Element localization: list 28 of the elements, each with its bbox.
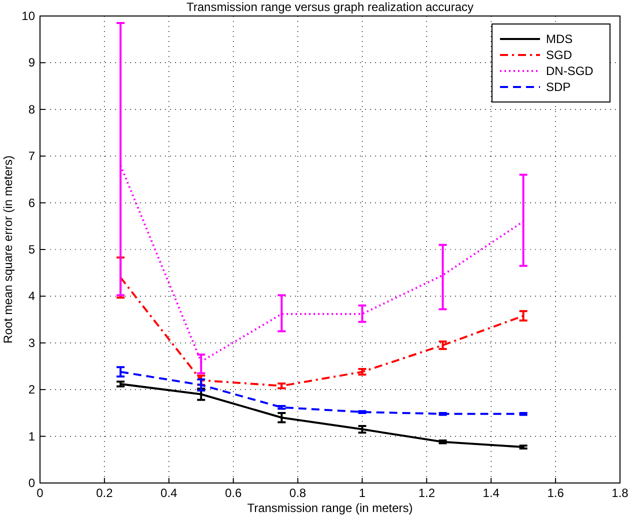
x-tick-label: 1.2 xyxy=(418,486,436,500)
y-tick-label: 4 xyxy=(28,289,36,304)
y-tick-label: 7 xyxy=(28,149,36,164)
chart-title: Transmission range versus graph realization accuracy xyxy=(186,0,474,14)
legend-label: MDS xyxy=(546,32,573,46)
y-tick-label: 10 xyxy=(22,9,36,23)
legend-label: SDP xyxy=(546,80,571,94)
legend-label: DN-SGD xyxy=(546,64,594,78)
y-tick-label: 3 xyxy=(28,336,36,350)
y-tick-label: 2 xyxy=(28,382,36,397)
y-tick-label: 9 xyxy=(28,56,36,70)
x-tick-label: 0 xyxy=(36,486,44,500)
x-axis-title: Transmission range (in meters) xyxy=(247,501,413,515)
x-tick-label: 1.6 xyxy=(547,486,564,500)
y-tick-label: 8 xyxy=(28,102,36,116)
y-tick-label: 5 xyxy=(28,242,36,256)
x-tick-label: 0.8 xyxy=(289,486,306,500)
y-tick-label: 6 xyxy=(28,196,36,210)
x-tick-label: 0.2 xyxy=(96,486,114,500)
y-axis-title: Root mean square error (in meters) xyxy=(1,155,15,344)
x-tick-label: 1.4 xyxy=(482,486,500,500)
x-tick-label: 1 xyxy=(358,486,366,500)
x-tick-label: 0.4 xyxy=(160,486,178,500)
y-tick-label: 0 xyxy=(28,476,36,490)
legend-label: SGD xyxy=(546,48,572,62)
x-tick-label: 0.6 xyxy=(224,486,242,500)
x-tick-label: 1.8 xyxy=(612,486,629,500)
y-tick-label: 1 xyxy=(28,429,36,444)
